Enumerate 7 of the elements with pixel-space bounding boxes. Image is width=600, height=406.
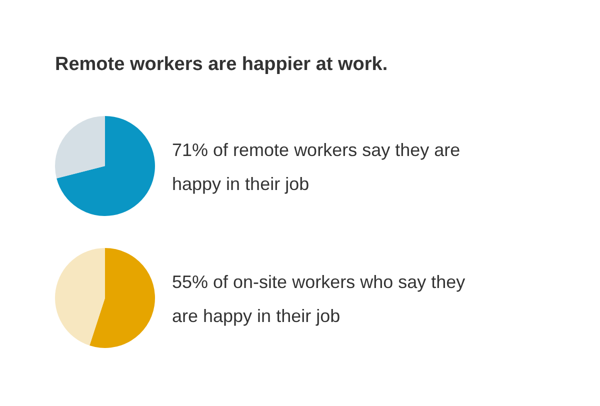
pie-slice xyxy=(56,116,155,216)
text: 55% of on-site workers who say they are happy in their job xyxy=(172,272,466,326)
text: 71% of remote workers say they are happy in their job xyxy=(172,140,460,194)
pie-slice xyxy=(90,248,155,348)
pie-slice xyxy=(55,116,105,178)
text: Remote workers are happier at work. xyxy=(55,54,388,75)
pie-slice xyxy=(55,248,105,346)
